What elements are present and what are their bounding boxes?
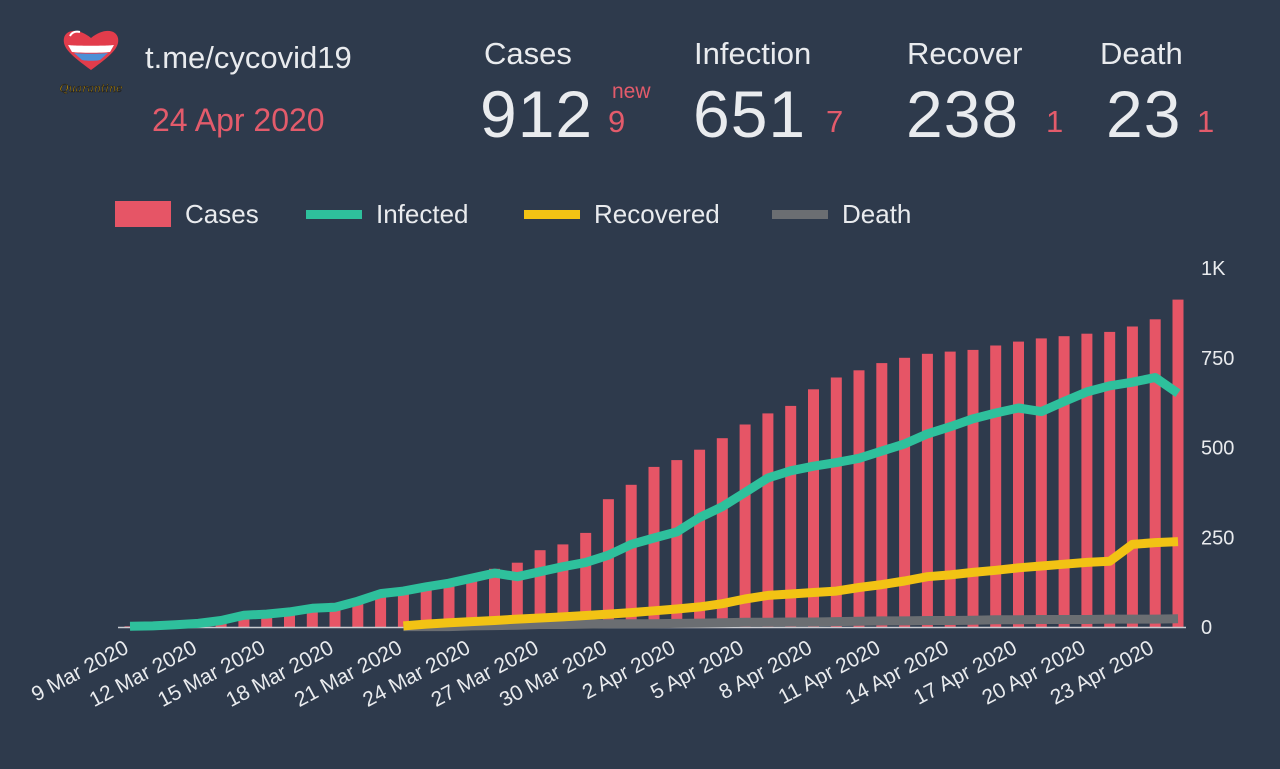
cases-bar bbox=[876, 363, 888, 627]
legend-recovered[interactable]: Recovered bbox=[524, 198, 720, 230]
cases-bar bbox=[694, 449, 706, 627]
legend-label-recovered: Recovered bbox=[594, 198, 720, 229]
cases-bar bbox=[1104, 331, 1116, 627]
cases-bar bbox=[1013, 341, 1024, 627]
cases-bar bbox=[489, 568, 500, 627]
cases-bar bbox=[967, 349, 979, 627]
death-label: Death bbox=[1100, 36, 1183, 71]
cases-bar bbox=[511, 562, 523, 627]
cases-bar bbox=[124, 626, 136, 627]
infection-value: 651 bbox=[693, 77, 807, 151]
legend-swatch-recovered bbox=[524, 209, 580, 219]
cases-bar bbox=[944, 351, 956, 627]
cases-bar bbox=[762, 413, 774, 627]
legend-death[interactable]: Death bbox=[772, 198, 911, 230]
y-tick-label: 500 bbox=[1201, 438, 1234, 460]
cases-bar bbox=[1081, 333, 1093, 627]
cases-bar bbox=[1035, 338, 1047, 627]
cases-bar bbox=[443, 582, 455, 627]
cases-bar bbox=[899, 357, 911, 628]
legend-swatch-cases bbox=[115, 201, 171, 227]
cases-bar bbox=[671, 460, 683, 627]
recovered-line bbox=[403, 537, 1179, 631]
recover-delta: 1 bbox=[1046, 104, 1064, 139]
infected-line bbox=[129, 373, 1181, 631]
cases-bar bbox=[921, 353, 933, 627]
cases-bar bbox=[352, 600, 364, 627]
legend-label-cases: Cases bbox=[185, 198, 259, 229]
cases-bar bbox=[853, 370, 865, 627]
cases-delta: 9 bbox=[608, 104, 626, 139]
cases-bar bbox=[830, 377, 842, 627]
cases-bar bbox=[557, 544, 569, 627]
recover-label: Recover bbox=[907, 36, 1023, 71]
legend-swatch-death bbox=[772, 209, 828, 219]
cases-label: Cases bbox=[484, 36, 572, 71]
cases-bar bbox=[785, 405, 797, 627]
cases-bar bbox=[420, 585, 432, 627]
legend-infected[interactable]: Infected bbox=[306, 198, 469, 230]
cases-bar bbox=[716, 438, 728, 627]
cases-bar bbox=[466, 579, 478, 627]
report-date: 24 Apr 2020 bbox=[152, 102, 325, 138]
infection-delta: 7 bbox=[826, 104, 844, 139]
legend-label-death: Death bbox=[842, 198, 912, 229]
cases-value: 912 bbox=[480, 77, 594, 151]
cases-bar bbox=[602, 499, 614, 627]
recover-value: 238 bbox=[906, 77, 1020, 151]
cases-bar bbox=[1126, 326, 1138, 627]
quarantine-heart-logo: Quarantine bbox=[59, 30, 123, 95]
cases-bar bbox=[534, 550, 546, 627]
cases-bar bbox=[261, 610, 273, 627]
cases-bar bbox=[808, 389, 819, 627]
legend-cases[interactable]: Cases bbox=[115, 198, 259, 230]
cases-bar bbox=[329, 602, 341, 627]
death-value: 23 bbox=[1106, 77, 1182, 151]
cases-bar bbox=[375, 596, 387, 627]
cases-bar bbox=[238, 615, 250, 627]
legend-swatch-infected bbox=[306, 209, 362, 219]
y-tick-label: 0 bbox=[1201, 617, 1212, 639]
cases-bar bbox=[739, 424, 751, 627]
death-line bbox=[403, 614, 1179, 632]
cases-bar bbox=[306, 606, 318, 627]
y-tick-label: 250 bbox=[1201, 527, 1234, 549]
cases-bar bbox=[990, 345, 1002, 627]
cases-new-label: new bbox=[612, 80, 651, 103]
y-tick-label: 1K bbox=[1201, 258, 1226, 280]
infection-label: Infection bbox=[694, 36, 812, 71]
death-delta: 1 bbox=[1197, 104, 1215, 139]
logo-text: Quarantine bbox=[59, 82, 123, 95]
cases-bar bbox=[1058, 336, 1070, 627]
y-tick-label: 750 bbox=[1201, 348, 1234, 370]
cases-bar bbox=[397, 592, 409, 627]
channel-link[interactable]: t.me/cycovid19 bbox=[145, 40, 352, 75]
cases-bar bbox=[580, 532, 592, 627]
legend-label-infected: Infected bbox=[376, 198, 469, 229]
cases-bar bbox=[284, 609, 295, 627]
cases-bar bbox=[1172, 299, 1184, 627]
cases-bar bbox=[648, 466, 660, 627]
cases-bar bbox=[625, 484, 637, 627]
cases-bar bbox=[1149, 319, 1161, 627]
